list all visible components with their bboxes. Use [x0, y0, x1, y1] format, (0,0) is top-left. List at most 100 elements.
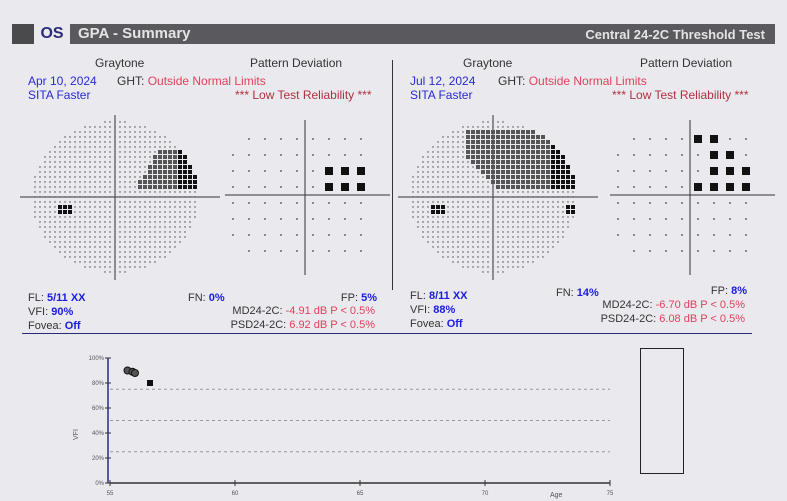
- graytone-dot: [482, 196, 484, 198]
- graytone-dot: [64, 241, 66, 243]
- graytone-dot: [109, 211, 111, 213]
- graytone-dot: [477, 251, 479, 253]
- graytone-dot: [507, 126, 509, 128]
- graytone-dot: [442, 156, 444, 158]
- graytone-dot: [109, 156, 111, 158]
- graytone-dot: [422, 156, 424, 158]
- graytone-dot: [472, 181, 474, 183]
- fovea: Fovea: Off: [28, 320, 81, 332]
- graytone-dot: [492, 211, 494, 213]
- graytone-dot: [124, 141, 126, 143]
- graytone-dot: [129, 166, 131, 168]
- graytone-dot: [34, 216, 36, 218]
- graytone-dot: [502, 126, 504, 128]
- graytone-dot: [174, 246, 176, 248]
- vfi: VFI: 90%: [28, 306, 74, 318]
- graytone-dot: [194, 216, 196, 218]
- pd-dot: [232, 154, 234, 156]
- graytone-dot: [442, 191, 444, 193]
- graytone-dot: [89, 221, 91, 223]
- graytone-dot: [462, 206, 464, 208]
- graytone-dot: [79, 181, 81, 183]
- graytone-dot: [104, 151, 106, 153]
- graytone-cell: [531, 150, 535, 154]
- graytone-dot: [94, 201, 96, 203]
- pd-dot: [328, 218, 330, 220]
- graytone-cell: [476, 165, 480, 169]
- graytone-dot: [432, 166, 434, 168]
- graytone-dot: [169, 221, 171, 223]
- graytone-dot: [457, 131, 459, 133]
- graytone-dot: [507, 236, 509, 238]
- graytone-dot: [522, 221, 524, 223]
- graytone-dot: [442, 141, 444, 143]
- graytone-dot: [542, 231, 544, 233]
- graytone-dot: [174, 211, 176, 213]
- graytone-dot: [119, 196, 121, 198]
- graytone-dot: [497, 216, 499, 218]
- graytone-dot: [144, 161, 146, 163]
- graytone-cell: [491, 150, 495, 154]
- graytone-cell: [148, 170, 152, 174]
- graytone-cell: [183, 160, 187, 164]
- graytone-dot: [79, 211, 81, 213]
- graytone-dot: [487, 206, 489, 208]
- graytone-dot: [114, 121, 116, 123]
- graytone-dot: [149, 231, 151, 233]
- pd-black-square: [694, 183, 702, 191]
- ght: GHT: Outside Normal Limits: [498, 74, 647, 88]
- pd-black-square: [341, 167, 349, 175]
- graytone-dot: [522, 191, 524, 193]
- graytone-dot: [89, 201, 91, 203]
- graytone-dot: [124, 186, 126, 188]
- graytone-dot: [114, 256, 116, 258]
- graytone-dot: [169, 201, 171, 203]
- graytone-dot: [462, 226, 464, 228]
- false-negatives: FN: 14%: [556, 287, 599, 299]
- graytone-cell: [511, 150, 515, 154]
- graytone-cell: [481, 135, 485, 139]
- pd-dot: [697, 234, 699, 236]
- graytone-cell: [183, 180, 187, 184]
- graytone-dot: [79, 226, 81, 228]
- graytone-dot: [154, 256, 156, 258]
- graytone-dot: [522, 251, 524, 253]
- graytone-dot: [189, 191, 191, 193]
- graytone-dot: [467, 241, 469, 243]
- y-tick-label: 100%: [89, 356, 105, 362]
- graytone-dot: [522, 266, 524, 268]
- graytone-dot: [154, 191, 156, 193]
- pd-dot: [665, 234, 667, 236]
- pd-dot: [296, 202, 298, 204]
- graytone-dot: [184, 221, 186, 223]
- graytone-dot: [482, 211, 484, 213]
- graytone-dot: [457, 186, 459, 188]
- pd-dot: [280, 170, 282, 172]
- graytone-dot: [532, 251, 534, 253]
- graytone-cell: [536, 180, 540, 184]
- graytone-dot: [139, 161, 141, 163]
- graytone-cell: [486, 175, 490, 179]
- graytone-dot: [442, 236, 444, 238]
- graytone-cell: [153, 165, 157, 169]
- graytone-dot: [89, 156, 91, 158]
- graytone-dot: [492, 216, 494, 218]
- graytone-dot: [412, 211, 414, 213]
- graytone-dot: [562, 206, 564, 208]
- graytone-dot: [557, 206, 559, 208]
- graytone-dot: [472, 236, 474, 238]
- exam-date: Jul 12, 2024: [410, 74, 476, 88]
- graytone-dot: [124, 261, 126, 263]
- graytone-dot: [54, 181, 56, 183]
- pd-dot: [681, 218, 683, 220]
- graytone-dot: [119, 206, 121, 208]
- graytone-dot: [69, 166, 71, 168]
- graytone-dot: [69, 256, 71, 258]
- graytone-cell: [476, 150, 480, 154]
- graytone-dot: [542, 211, 544, 213]
- graytone-dot: [497, 126, 499, 128]
- graytone-dot: [492, 196, 494, 198]
- graytone-dot: [174, 146, 176, 148]
- graytone-cell: [491, 140, 495, 144]
